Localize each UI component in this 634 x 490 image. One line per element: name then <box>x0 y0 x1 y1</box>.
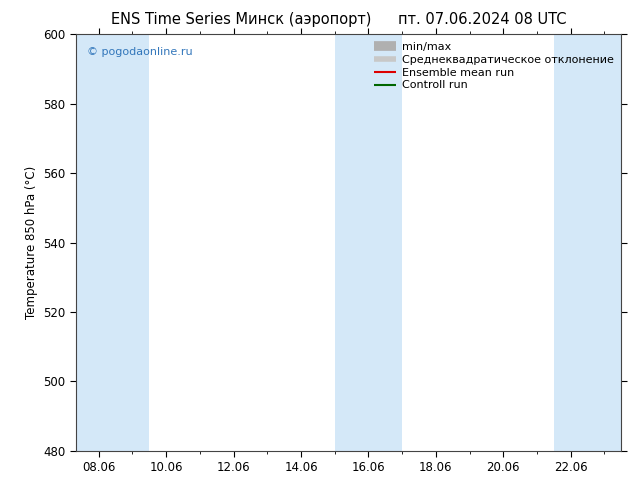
Text: пт. 07.06.2024 08 UTC: пт. 07.06.2024 08 UTC <box>398 12 566 27</box>
Y-axis label: Temperature 850 hPa (°C): Temperature 850 hPa (°C) <box>25 166 38 319</box>
Bar <box>335 34 402 451</box>
Text: ENS Time Series Минск (аэропорт): ENS Time Series Минск (аэропорт) <box>111 12 371 27</box>
Legend: min/max, Среднеквадратическое отклонение, Ensemble mean run, Controll run: min/max, Среднеквадратическое отклонение… <box>370 38 618 95</box>
Bar <box>554 34 621 451</box>
Bar <box>76 34 149 451</box>
Text: © pogodaonline.ru: © pogodaonline.ru <box>87 47 193 57</box>
